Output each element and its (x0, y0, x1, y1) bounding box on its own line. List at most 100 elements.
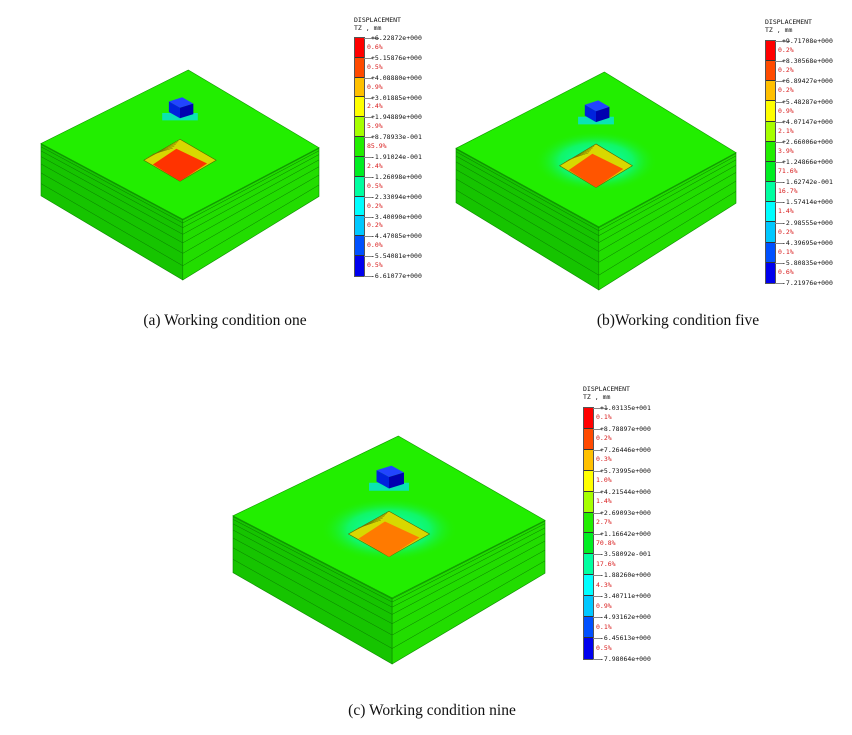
layer-line (391, 560, 546, 649)
legend-title: DISPLACEMENT (354, 16, 401, 24)
legend-value: +6.22872e+000 (371, 34, 422, 42)
legend-tick (364, 97, 373, 99)
legend-value: -4.93162e+000 (600, 613, 651, 622)
pit-bottom (152, 148, 208, 182)
legend-swatch (584, 408, 593, 429)
fem-model-2 (455, 71, 737, 291)
legend-swatch (766, 161, 775, 183)
pit-bottom (358, 521, 420, 557)
legend-swatch (766, 101, 775, 122)
legend-value: -5.54081e+000 (371, 252, 422, 261)
layer-line (182, 184, 320, 266)
legend-value: +1.94889e+000 (371, 113, 422, 122)
legend-swatch (584, 637, 593, 659)
legend-swatch (584, 617, 593, 638)
legend-value: +9.71708e+000 (782, 37, 833, 45)
figure-caption-3: (c) Working condition nine (348, 702, 516, 719)
legend-tick (364, 276, 373, 277)
legend-value: -7.21976e+000 (782, 279, 833, 287)
pit-bottom (568, 153, 624, 188)
legend-percent: 0.6% (778, 267, 794, 276)
layer-line (455, 151, 599, 231)
layer-line (40, 163, 183, 244)
fem-model-3 (232, 435, 546, 665)
legend-tick (775, 141, 784, 143)
legend-swatch (766, 141, 775, 162)
layer-line (598, 159, 737, 236)
legend-tick (775, 182, 784, 184)
legend-percent: 0.2% (778, 227, 794, 236)
legend-value: +8.30568e+000 (782, 57, 833, 66)
legend-tick (593, 596, 602, 598)
legend-tick (364, 176, 373, 178)
color-legend-2: DISPLACEMENT TZ , mm 0.2% 0.2% 0.2% 0.9% 2.1% 3… (765, 18, 852, 292)
legend-percent: 0.5% (367, 261, 383, 270)
legend-color-bar (765, 40, 776, 284)
legend-percent: 2.4% (367, 102, 383, 111)
building-right (180, 103, 194, 119)
legend-percent: 3.9% (778, 146, 794, 155)
legend-title: TZ , mm (765, 25, 793, 34)
legend-tick (775, 242, 784, 244)
legend-percent: 0.2% (778, 86, 794, 95)
legend-swatch (766, 222, 775, 243)
legend-value: -3.40711e+000 (600, 592, 651, 601)
legend-tick (775, 121, 784, 123)
layer-line (598, 172, 737, 252)
legend-value: +8.78897e+000 (600, 424, 651, 433)
layer-line (598, 155, 737, 231)
layer-line (598, 153, 737, 228)
legend-tick (364, 38, 379, 39)
legend-swatch (766, 121, 775, 142)
building-left (376, 470, 389, 489)
legend-title: TZ , mm (354, 23, 382, 32)
layer-line (40, 183, 183, 266)
legend-percent: 85.9% (367, 142, 387, 151)
legend-swatch (766, 262, 775, 283)
color-legend-3: DISPLACEMENT TZ , mm 0.1% 0.2% 0.3% 1.0% 1.4% 2… (583, 385, 673, 668)
legend-percent: 0.2% (778, 66, 794, 75)
legend-percent: 0.1% (596, 413, 612, 422)
legend-value: +7.26446e+000 (600, 445, 651, 454)
legend-title: TZ , mm (583, 392, 611, 401)
legend-tick (775, 41, 790, 42)
building-top (584, 100, 610, 112)
legend-percent: 0.2% (778, 46, 794, 55)
legend-percent: 0.1% (778, 247, 794, 256)
layer-line (455, 161, 599, 243)
legend-tick (775, 101, 784, 103)
building-left (584, 104, 596, 123)
layer-line (392, 540, 546, 624)
legend-value: +1.03135e+001 (600, 404, 651, 412)
building-right (389, 472, 404, 489)
legend-value: -1.88260e+000 (600, 571, 651, 580)
legend-title: DISPLACEMENT (583, 385, 630, 393)
legend-value: +2.66006e+000 (782, 137, 833, 146)
building-left (168, 101, 180, 119)
legend-swatch (355, 156, 364, 177)
legend-percent: 0.5% (596, 643, 612, 652)
legend-percent: 17.6% (596, 559, 616, 568)
layer-line (40, 156, 183, 235)
legend-value: -1.91024e-001 (371, 153, 422, 161)
legend-title: DISPLACEMENT (765, 18, 812, 26)
legend-swatch (766, 202, 775, 223)
layer-line (455, 189, 599, 276)
legend-value: +1.16642e+000 (600, 529, 651, 538)
legend-percent: 0.9% (596, 601, 612, 610)
legend-tick (593, 428, 602, 430)
legend-value: +5.48287e+000 (782, 97, 833, 106)
legend-value: +5.73995e+000 (600, 466, 651, 475)
layer-line (232, 529, 393, 615)
layer-line (232, 516, 393, 600)
legend-swatch (584, 449, 593, 471)
legend-percent: 0.5% (367, 62, 383, 71)
legend-value: -4.39695e+000 (782, 238, 833, 247)
legend-value: -1.26098e+000 (371, 172, 422, 181)
legend-swatch (766, 61, 775, 82)
legend-swatch (584, 596, 593, 618)
layer-line (232, 547, 393, 636)
legend-percent: 16.7% (778, 187, 798, 196)
legend-tick (364, 77, 373, 79)
legend-percent: 0.2% (596, 434, 612, 443)
